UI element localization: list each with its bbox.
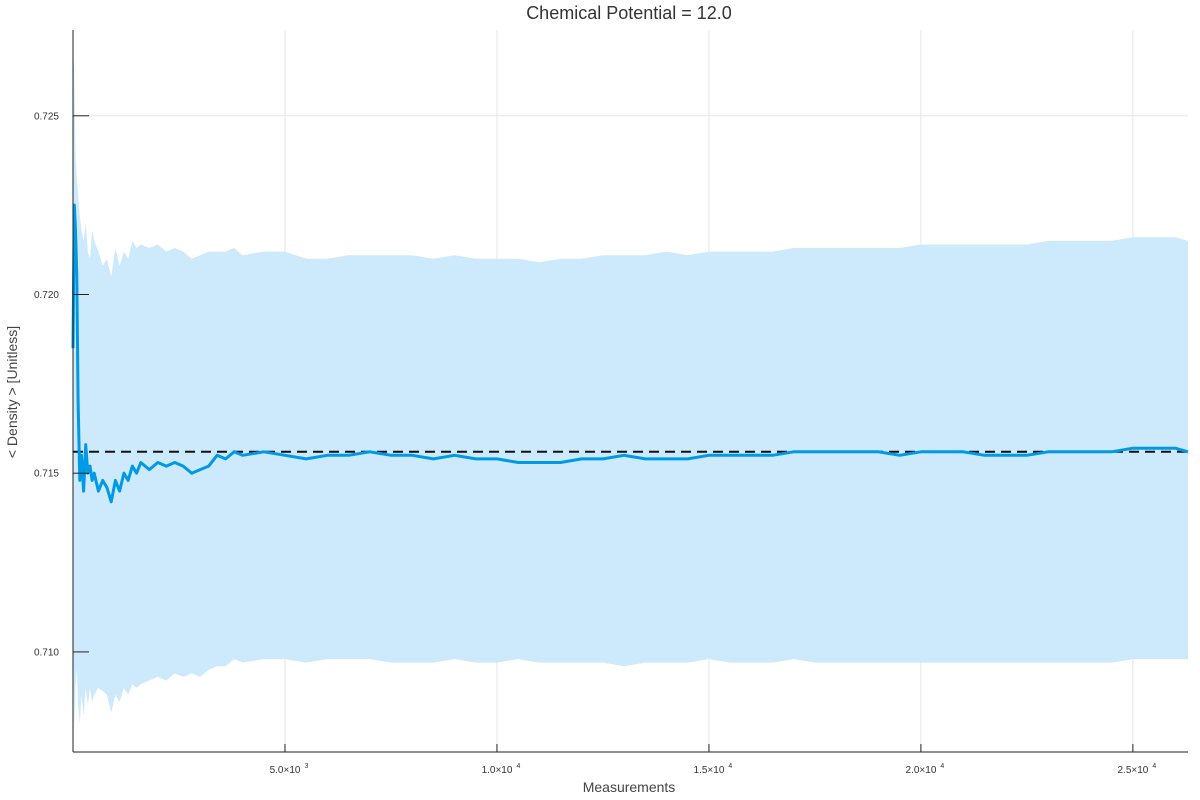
x-tick-labels: 5.0×10 3 1.0×10 4 1.5×10 4 2.0×10 4 2.5×10 4 [270,744,1156,776]
error-band [73,44,1188,731]
axes [72,30,1188,753]
x-axis-label: Measurements [583,779,676,795]
x-tick-label-0: 5.0×10 3 [270,763,309,776]
x-tick-label-1: 1.0×10 4 [482,763,521,776]
mean-density-line [71,203,1189,504]
y-axis-label: < Density > [Unitless] [4,326,20,458]
x-tick-label-3: 2.0×10 4 [906,763,945,776]
y-tick-labels: 0.710 0.715 0.720 0.725 [34,111,89,658]
x-tick-label-4: 2.5×10 4 [1117,763,1156,776]
y-tick-label-0: 0.710 [34,647,59,658]
y-tick-label-2: 0.720 [34,290,59,301]
y-tick-label-1: 0.715 [34,469,59,480]
chart-title: Chemical Potential = 12.0 [526,3,732,23]
x-tick-label-2: 1.5×10 4 [694,763,733,776]
y-tick-label-3: 0.725 [34,111,59,122]
